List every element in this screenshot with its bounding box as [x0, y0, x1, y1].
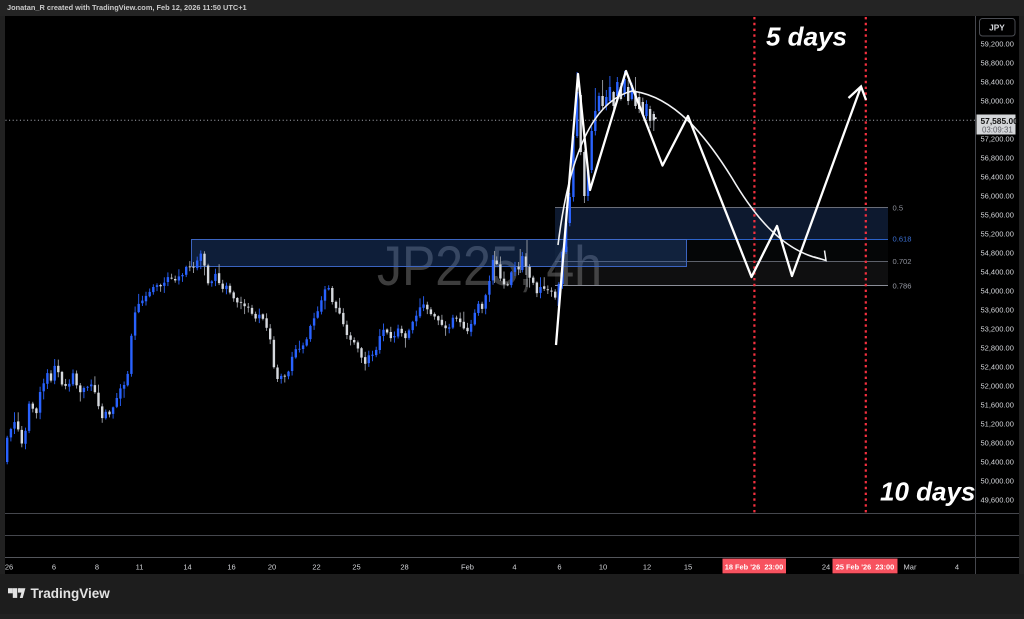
svg-text:TradingView: TradingView	[31, 586, 111, 601]
svg-text:8: 8	[95, 562, 99, 571]
svg-text:55,200.00: 55,200.00	[981, 230, 1014, 239]
svg-text:58,800.00: 58,800.00	[981, 59, 1014, 68]
svg-text:52,800.00: 52,800.00	[981, 344, 1014, 353]
svg-text:55,600.00: 55,600.00	[981, 211, 1014, 220]
svg-text:51,600.00: 51,600.00	[981, 401, 1014, 410]
svg-text:54,400.00: 54,400.00	[981, 268, 1014, 277]
svg-text:50,400.00: 50,400.00	[981, 457, 1014, 466]
svg-text:28: 28	[400, 562, 408, 571]
svg-text:14: 14	[183, 562, 191, 571]
svg-text:0.786: 0.786	[893, 282, 912, 291]
svg-text:57,585.00: 57,585.00	[981, 116, 1019, 126]
svg-text:12: 12	[643, 562, 651, 571]
svg-text:56,400.00: 56,400.00	[981, 173, 1014, 182]
svg-text:4: 4	[512, 562, 516, 571]
svg-text:52,000.00: 52,000.00	[981, 382, 1014, 391]
svg-text:18 Feb '26 23:00: 18 Feb '26 23:00	[725, 563, 783, 572]
svg-text:26: 26	[5, 562, 13, 571]
svg-text:58,000.00: 58,000.00	[981, 97, 1014, 106]
svg-text:10: 10	[599, 562, 607, 571]
svg-text:50,000.00: 50,000.00	[981, 476, 1014, 485]
svg-text:0.702: 0.702	[893, 257, 912, 266]
svg-text:10 days: 10 days	[880, 477, 975, 507]
svg-text:56,000.00: 56,000.00	[981, 192, 1014, 201]
svg-text:53,600.00: 53,600.00	[981, 306, 1014, 315]
svg-text:51,200.00: 51,200.00	[981, 419, 1014, 428]
svg-text:Mar: Mar	[904, 562, 917, 571]
svg-text:0.618: 0.618	[893, 235, 912, 244]
svg-text:24: 24	[822, 562, 830, 571]
svg-text:15: 15	[684, 562, 692, 571]
svg-text:6: 6	[557, 562, 561, 571]
svg-text:25: 25	[352, 562, 360, 571]
svg-text:6: 6	[52, 562, 56, 571]
svg-text:58,400.00: 58,400.00	[981, 78, 1014, 87]
svg-text:03:09:31: 03:09:31	[982, 126, 1013, 135]
svg-text:22: 22	[312, 562, 320, 571]
svg-text:54,800.00: 54,800.00	[981, 249, 1014, 258]
svg-text:11: 11	[136, 562, 144, 571]
svg-text:0.5: 0.5	[893, 203, 904, 212]
svg-text:50,800.00: 50,800.00	[981, 438, 1014, 447]
svg-text:20: 20	[268, 562, 276, 571]
svg-text:53,200.00: 53,200.00	[981, 325, 1014, 334]
svg-text:59,200.00: 59,200.00	[981, 40, 1014, 49]
svg-text:25 Feb '26 23:00: 25 Feb '26 23:00	[836, 563, 894, 572]
svg-text:56,800.00: 56,800.00	[981, 154, 1014, 163]
svg-text:54,000.00: 54,000.00	[981, 287, 1014, 296]
svg-text:52,400.00: 52,400.00	[981, 363, 1014, 372]
svg-text:5 days: 5 days	[766, 22, 847, 52]
svg-text:JPY: JPY	[989, 22, 1005, 32]
svg-text:4: 4	[955, 562, 959, 571]
svg-text:Feb: Feb	[461, 562, 474, 571]
svg-text:57,200.00: 57,200.00	[981, 135, 1014, 144]
svg-text:16: 16	[227, 562, 235, 571]
svg-text:49,600.00: 49,600.00	[981, 495, 1014, 504]
